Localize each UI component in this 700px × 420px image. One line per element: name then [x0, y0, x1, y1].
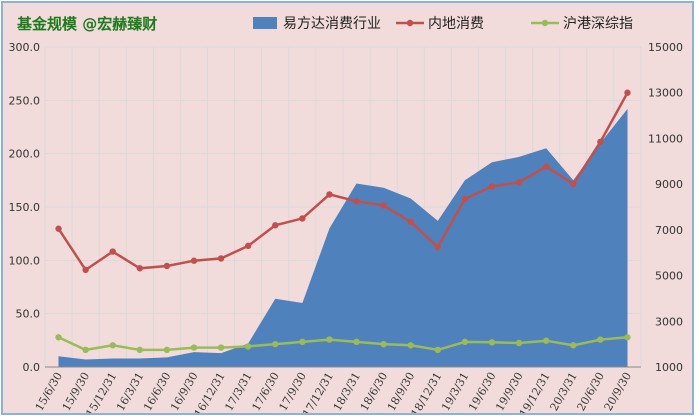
- line-point: [190, 257, 198, 264]
- line-point: [136, 265, 144, 272]
- line-point: [109, 342, 116, 349]
- y-left-tick-label: 0.0: [23, 361, 41, 374]
- line-point: [272, 222, 279, 229]
- line-point: [434, 346, 442, 354]
- y-right-tick-label: 1000: [655, 361, 683, 374]
- line-point: [624, 334, 631, 341]
- line-point: [55, 334, 62, 341]
- line-point: [82, 266, 89, 274]
- legend-swatch: [253, 17, 277, 29]
- line-point: [570, 180, 577, 188]
- line-point: [353, 198, 360, 205]
- plot-area: [55, 89, 631, 368]
- line-point: [461, 195, 469, 203]
- y-right-tick-label: 13000: [648, 87, 683, 100]
- line-point: [217, 255, 225, 262]
- line-point: [244, 242, 252, 250]
- y-left-tick-label: 300.0: [9, 41, 41, 54]
- line-point: [407, 218, 414, 226]
- line-point: [597, 138, 604, 146]
- line-point: [217, 344, 225, 351]
- line-point: [542, 337, 550, 344]
- chart-frame: 基金规模 @宏赫臻财 易方达消费行业 内地消费 沪港深综指 0.0 50.0 100.0…: [1, 1, 694, 415]
- line-point: [163, 262, 171, 270]
- line-point: [597, 336, 604, 343]
- line-point: [488, 183, 496, 190]
- y-right-tick-label: 7000: [655, 224, 683, 237]
- line-point: [542, 163, 550, 170]
- line-point: [136, 346, 144, 354]
- line-point: [461, 338, 469, 346]
- line-point: [82, 346, 89, 354]
- line-point: [299, 215, 306, 222]
- y-right-tick-label: 5000: [655, 270, 683, 283]
- line-series: [57, 336, 628, 352]
- line-point: [380, 340, 387, 348]
- line-point: [515, 179, 523, 186]
- line-point: [407, 342, 414, 349]
- y-right-tick-label: 11000: [648, 132, 683, 145]
- line-point: [272, 340, 279, 348]
- y-left-tick-label: 50.0: [16, 308, 41, 321]
- line-point: [570, 342, 577, 349]
- line-point: [434, 243, 442, 251]
- legend-label: 内地消费: [428, 16, 484, 32]
- line-point: [190, 344, 198, 351]
- line-point: [488, 339, 496, 346]
- legend-label: 易方达消费行业: [283, 16, 381, 32]
- line-point: [515, 339, 523, 347]
- y-right-tick-label: 3000: [655, 315, 683, 328]
- legend-label: 沪港深综指: [563, 16, 633, 32]
- line-series: [57, 92, 629, 272]
- line-point: [326, 191, 333, 198]
- y-left-tick-label: 250.0: [9, 94, 41, 107]
- legend-marker: [406, 19, 414, 27]
- area-series-fill: [58, 108, 628, 368]
- y-left-tick-label: 100.0: [9, 254, 41, 267]
- legend-marker: [541, 19, 549, 27]
- y-right-tick-label: 15000: [648, 41, 683, 54]
- line-point: [244, 343, 252, 350]
- y-right-tick-label: 9000: [655, 178, 683, 191]
- line-point: [163, 346, 171, 354]
- line-point: [299, 338, 306, 346]
- line-point: [624, 89, 631, 96]
- line-point: [109, 248, 116, 255]
- y-left-tick-label: 150.0: [9, 201, 41, 214]
- chart-svg: 基金规模 @宏赫臻财 易方达消费行业 内地消费 沪港深综指 0.0 50.0 100.0…: [9, 15, 684, 413]
- legend: 易方达消费行业 内地消费 沪港深综指: [253, 16, 633, 32]
- line-point: [55, 225, 62, 232]
- line-point: [326, 336, 333, 343]
- y-left-tick-label: 200.0: [9, 148, 41, 161]
- line-point: [380, 202, 387, 209]
- line-point: [353, 338, 360, 346]
- chart-title: 基金规模 @宏赫臻财: [16, 15, 157, 33]
